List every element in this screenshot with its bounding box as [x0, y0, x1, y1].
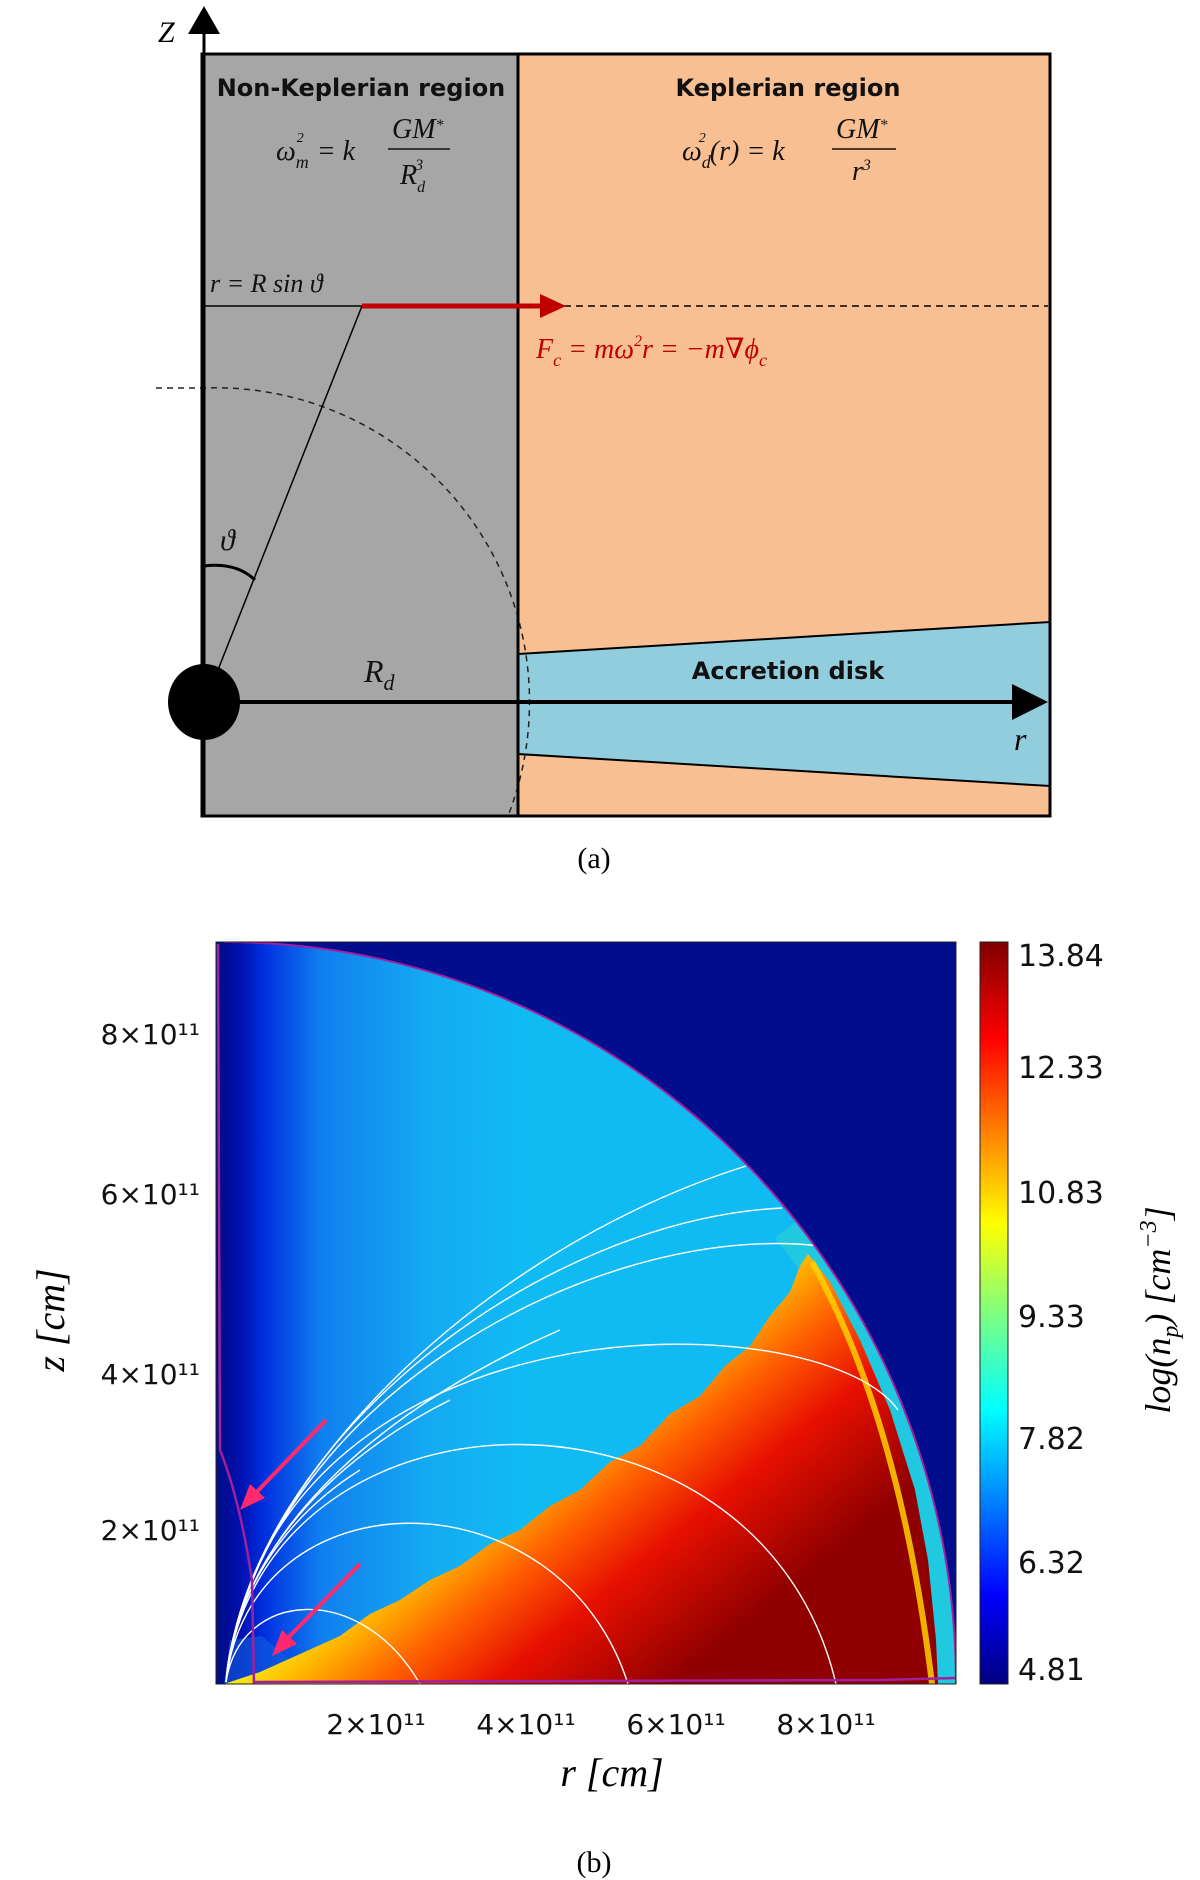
r-axis-label: r: [1014, 721, 1027, 757]
central-star: [168, 664, 240, 740]
svg-text:GM*: GM*: [836, 114, 888, 145]
accretion-disk-label: Accretion disk: [692, 657, 885, 685]
y-tick-label: 6×10¹¹: [101, 1178, 200, 1211]
y-tick-label: 4×10¹¹: [101, 1358, 200, 1391]
non-keplerian-formula: ωm2 = k GM* Rd3: [276, 114, 450, 196]
svg-text:ωm2 = k: ωm2 = k: [276, 131, 356, 172]
colorbar-tick-label: 10.83: [1018, 1176, 1104, 1211]
rd-label: Rd: [363, 653, 396, 695]
z-axis-arrow-icon: [188, 6, 220, 34]
colorbar-tick-label: 7.82: [1018, 1422, 1085, 1457]
svg-text:ωd2(r) = k: ωd2 (r) = k: [682, 131, 785, 172]
y-axis-label: z [cm]: [28, 1268, 73, 1372]
frame: [200, 52, 1052, 818]
keplerian-formula: ωd2 (r) = k GM* r3: [682, 114, 896, 187]
colorbar-tick-label: 9.33: [1018, 1300, 1085, 1335]
arrow-upper: [250, 1418, 328, 1499]
colorbar-tick-labels: 13.84 12.33 10.83 9.33 7.82 6.32 4.81: [1018, 939, 1104, 1688]
theta-arc: [203, 563, 257, 582]
disk-radius-circle: [156, 387, 531, 817]
arrow-lower-head-icon: [272, 1630, 297, 1656]
panel-a-diagram: Z r Non-Keplerian region Keplerian regio…: [156, 6, 1052, 875]
quarter-boundary: [223, 942, 956, 1684]
outer-rim-cyan: [775, 1214, 956, 1684]
x-axis-label: r [cm]: [560, 1750, 663, 1795]
y-tick-label: 2×10¹¹: [101, 1514, 200, 1547]
annotation-arrows: [240, 1418, 362, 1656]
caption-a: (a): [577, 842, 610, 875]
x-tick-labels: 2×10¹¹ 4×10¹¹ 6×10¹¹ 8×10¹¹: [326, 1708, 875, 1741]
theta-label: ϑ: [220, 524, 237, 557]
colorbar: [979, 941, 1009, 1685]
force-equation: Fc = mω2r = −m∇ϕc: [535, 333, 767, 370]
plot-frame: [215, 941, 957, 1685]
svg-text:Rd3: Rd3: [399, 157, 426, 196]
svg-text:r3: r3: [852, 156, 871, 187]
field-line: [225, 1165, 747, 1683]
outer-rim-yellow: [809, 1260, 935, 1684]
x-tick-label: 4×10¹¹: [476, 1708, 575, 1741]
x-tick-label: 6×10¹¹: [626, 1708, 725, 1741]
arrow-upper-head-icon: [240, 1484, 265, 1510]
force-arrow-head: [540, 294, 566, 318]
x-tick-label: 2×10¹¹: [326, 1708, 425, 1741]
x-tick-label: 8×10¹¹: [776, 1708, 875, 1741]
y-tick-labels: 8×10¹¹ 6×10¹¹ 4×10¹¹ 2×10¹¹: [101, 1018, 200, 1547]
magenta-contour: [216, 943, 956, 1684]
non-keplerian-title: Non-Keplerian region: [217, 74, 506, 102]
z-axis-label: Z: [158, 16, 175, 49]
field-line: [225, 1443, 837, 1684]
non-keplerian-region: [202, 54, 518, 816]
arrow-lower: [282, 1562, 362, 1644]
radius-line: [209, 305, 363, 691]
colorbar-tick-label: 13.84: [1018, 939, 1104, 974]
r-axis-arrow-icon: [1012, 684, 1048, 720]
colorbar-tick-label: 6.32: [1018, 1546, 1085, 1581]
svg-text:GM*: GM*: [392, 114, 444, 145]
field-line: [225, 1469, 361, 1683]
panel-b-heatmap: 2×10¹¹ 4×10¹¹ 6×10¹¹ 8×10¹¹ 8×10¹¹ 6×10¹…: [28, 939, 1184, 1879]
field-line: [225, 1608, 421, 1684]
colorbar-tick-label: 12.33: [1018, 1051, 1104, 1086]
r-equation: r = R sin ϑ: [210, 269, 324, 298]
colorbar-tick-label: 4.81: [1018, 1653, 1085, 1688]
caption-b: (b): [577, 1846, 612, 1879]
colorbar-label: log(np) [cm−3]: [1136, 1206, 1184, 1413]
y-tick-label: 8×10¹¹: [101, 1018, 200, 1051]
keplerian-title: Keplerian region: [676, 74, 901, 102]
disk-wedge: [224, 1254, 938, 1684]
field-lines: [225, 1165, 899, 1684]
